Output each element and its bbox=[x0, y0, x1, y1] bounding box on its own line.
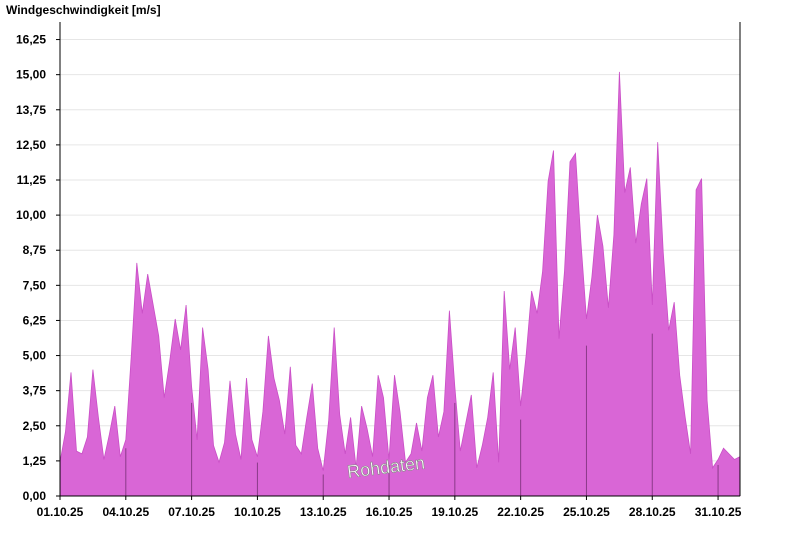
y-tick-label: 12,50 bbox=[16, 138, 46, 152]
x-tick-label: 04.10.25 bbox=[102, 505, 149, 519]
axes bbox=[59, 22, 741, 497]
data-area bbox=[59, 71, 741, 497]
wind-speed-series-area bbox=[59, 71, 741, 497]
x-tick-label: 19.10.25 bbox=[431, 505, 478, 519]
y-tick-label: 11,25 bbox=[17, 173, 47, 187]
y-tick-label: 16,25 bbox=[16, 33, 46, 47]
y-tick-label: 15,00 bbox=[16, 68, 46, 82]
y-tick-label: 6,25 bbox=[23, 313, 47, 327]
x-tick-label: 31.10.25 bbox=[695, 505, 742, 519]
y-tick-label: 10,00 bbox=[16, 208, 46, 222]
y-tick-label: 0,00 bbox=[23, 489, 47, 503]
y-tick-label: 5,00 bbox=[23, 349, 47, 363]
x-tick-label: 25.10.25 bbox=[563, 505, 610, 519]
x-tick-label: 13.10.25 bbox=[300, 505, 347, 519]
y-tick-label: 8,75 bbox=[23, 243, 47, 257]
y-tick-label: 13,75 bbox=[16, 103, 46, 117]
x-tick-label: 10.10.25 bbox=[234, 505, 281, 519]
y-tick-label: 1,25 bbox=[23, 454, 47, 468]
x-tick-label: 01.10.25 bbox=[37, 505, 84, 519]
y-axis-title: Windgeschwindigkeit [m/s] bbox=[6, 3, 161, 17]
x-tick-label: 28.10.25 bbox=[629, 505, 676, 519]
x-tick-label: 22.10.25 bbox=[497, 505, 544, 519]
x-tick-label: 16.10.25 bbox=[366, 505, 413, 519]
y-tick-label: 3,75 bbox=[23, 384, 47, 398]
x-tick-labels: 01.10.25 04.10.25 07.10.25 10.10.25 13.10.25… bbox=[37, 496, 742, 519]
x-tick-label: 07.10.25 bbox=[168, 505, 215, 519]
y-tick-label: 7,50 bbox=[23, 278, 47, 292]
y-tick-labels: 0,00 1,25 2,50 3,75 5,00 6,25 7,50 8,75 10,00 11,… bbox=[16, 33, 60, 503]
y-tick-label: 2,50 bbox=[23, 419, 47, 433]
